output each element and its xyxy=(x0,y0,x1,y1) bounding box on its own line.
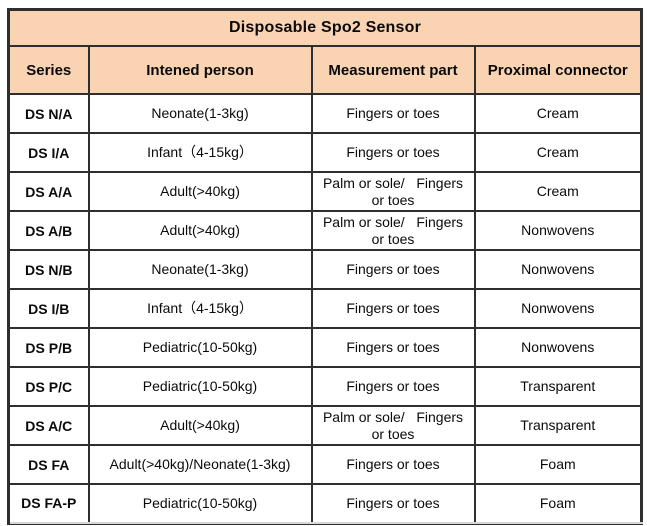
measurement-part-cell: Fingers or toes xyxy=(310,327,476,368)
table-row: DS I/A Infant（4-15kg） Fingers or toes Cr… xyxy=(7,132,643,173)
table-row: DS A/A Adult(>40kg) Palm or sole/ Finger… xyxy=(7,171,643,212)
measurement-part-cell: Palm or sole/ Fingers or toes xyxy=(310,210,476,251)
series-cell: DS FA-P xyxy=(7,483,90,524)
spo2-sensor-table: Disposable Spo2 Sensor Series Intened pe… xyxy=(7,8,644,525)
proximal-connector-cell: Nonwovens xyxy=(473,327,643,368)
intended-person-cell: Adult(>40kg) xyxy=(87,171,313,212)
series-cell: DS A/C xyxy=(7,405,90,446)
series-cell: DS I/B xyxy=(7,288,90,329)
table-row: DS N/A Neonate(1-3kg) Fingers or toes Cr… xyxy=(7,93,643,134)
measurement-part-cell: Palm or sole/ Fingers or toes xyxy=(310,171,476,212)
table-row: DS FA Adult(>40kg)/Neonate(1-3kg) Finger… xyxy=(7,444,643,485)
series-cell: DS P/B xyxy=(7,327,90,368)
series-cell: DS A/A xyxy=(7,171,90,212)
table-row: DS FA-P Pediatric(10-50kg) Fingers or to… xyxy=(7,483,643,524)
table-row: DS P/B Pediatric(10-50kg) Fingers or toe… xyxy=(7,327,643,368)
table-row: DS P/C Pediatric(10-50kg) Fingers or toe… xyxy=(7,366,643,407)
proximal-connector-cell: Nonwovens xyxy=(473,249,643,290)
intended-person-cell: Neonate(1-3kg) xyxy=(87,249,313,290)
measurement-part-cell: Fingers or toes xyxy=(310,132,476,173)
intended-person-cell: Infant（4-15kg） xyxy=(87,288,313,329)
measurement-part-cell: Fingers or toes xyxy=(310,444,476,485)
proximal-connector-cell: Cream xyxy=(473,132,643,173)
measurement-part-cell: Palm or sole/ Fingers or toes xyxy=(310,405,476,446)
intended-person-cell: Neonate(1-3kg) xyxy=(87,93,313,134)
intended-person-cell: Pediatric(10-50kg) xyxy=(87,366,313,407)
column-header-series: Series xyxy=(7,45,90,95)
table-row: DS A/C Adult(>40kg) Palm or sole/ Finger… xyxy=(7,405,643,446)
proximal-connector-cell: Foam xyxy=(473,483,643,524)
intended-person-cell: Infant（4-15kg） xyxy=(87,132,313,173)
proximal-connector-cell: Nonwovens xyxy=(473,210,643,251)
proximal-connector-cell: Nonwovens xyxy=(473,288,643,329)
series-cell: DS N/B xyxy=(7,249,90,290)
table-row: DS I/B Infant（4-15kg） Fingers or toes No… xyxy=(7,288,643,329)
intended-person-cell: Pediatric(10-50kg) xyxy=(87,327,313,368)
column-header-measurement-part: Measurement part xyxy=(310,45,476,95)
table-header-row: Series Intened person Measurement part P… xyxy=(7,45,643,95)
intended-person-cell: Adult(>40kg) xyxy=(87,210,313,251)
table-row: DS A/B Adult(>40kg) Palm or sole/ Finger… xyxy=(7,210,643,251)
measurement-part-cell: Fingers or toes xyxy=(310,288,476,329)
series-cell: DS I/A xyxy=(7,132,90,173)
table-title: Disposable Spo2 Sensor xyxy=(7,8,643,47)
series-cell: DS P/C xyxy=(7,366,90,407)
proximal-connector-cell: Cream xyxy=(473,93,643,134)
table-title-row: Disposable Spo2 Sensor xyxy=(7,8,643,47)
measurement-part-cell: Fingers or toes xyxy=(310,366,476,407)
series-cell: DS FA xyxy=(7,444,90,485)
measurement-part-cell: Fingers or toes xyxy=(310,93,476,134)
column-header-intended-person: Intened person xyxy=(87,45,313,95)
proximal-connector-cell: Cream xyxy=(473,171,643,212)
measurement-part-cell: Fingers or toes xyxy=(310,483,476,524)
column-header-proximal-connector: Proximal connector xyxy=(473,45,643,95)
intended-person-cell: Adult(>40kg)/Neonate(1-3kg) xyxy=(87,444,313,485)
intended-person-cell: Pediatric(10-50kg) xyxy=(87,483,313,524)
proximal-connector-cell: Transparent xyxy=(473,366,643,407)
bottom-edge-line xyxy=(10,522,643,524)
proximal-connector-cell: Foam xyxy=(473,444,643,485)
series-cell: DS N/A xyxy=(7,93,90,134)
measurement-part-cell: Fingers or toes xyxy=(310,249,476,290)
proximal-connector-cell: Transparent xyxy=(473,405,643,446)
series-cell: DS A/B xyxy=(7,210,90,251)
intended-person-cell: Adult(>40kg) xyxy=(87,405,313,446)
table-row: DS N/B Neonate(1-3kg) Fingers or toes No… xyxy=(7,249,643,290)
